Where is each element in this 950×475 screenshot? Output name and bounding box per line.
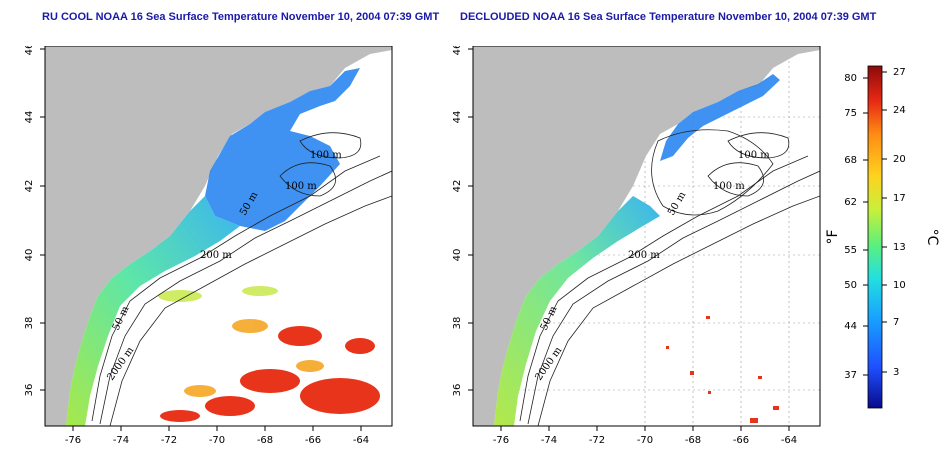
right-y-tick: 40: [452, 249, 463, 262]
right-y-tick: 36: [452, 384, 463, 397]
left-y-tick: 44: [24, 111, 35, 124]
colorbar-f-tick: 44: [844, 321, 857, 332]
left-gulf-of-maine-sst: [205, 68, 360, 231]
right-gulf-stream-sst: [666, 316, 779, 423]
right-x-tick: -64: [781, 435, 797, 446]
right-y-tick: 44: [452, 111, 463, 124]
right-plot-frame: [472, 45, 821, 427]
left-map-panel: 100 m 100 m 50 m 200 m 50 m 2000 m -76 -…: [0, 43, 400, 471]
left-y-tick: 42: [24, 180, 35, 193]
right-x-tick: -70: [637, 435, 653, 446]
left-x-tick: -66: [305, 435, 321, 446]
left-x-axis: -76 -74 -72 -70 -68 -66 -64: [65, 426, 369, 446]
left-plot-frame: [44, 45, 393, 427]
right-y-axis: 36 38 40 42 44 46: [452, 43, 473, 397]
colorbar-fahrenheit-unit: °F: [825, 229, 841, 244]
right-contour-label-200m: 200 m: [628, 250, 660, 261]
colorbar-f-tick: 50: [844, 280, 857, 291]
colorbar-f-tick: 68: [844, 155, 857, 166]
left-gulf-stream-sst: [160, 326, 380, 422]
colorbar-c-tick: 20: [893, 154, 906, 165]
left-y-tick: 46: [24, 46, 35, 55]
left-x-tick: -64: [353, 435, 369, 446]
right-y-tick: 38: [452, 317, 463, 330]
right-x-tick: -68: [685, 435, 701, 446]
right-shelf-sst: [494, 196, 660, 426]
left-x-tick: -76: [65, 435, 81, 446]
right-y-tick: 46: [452, 46, 463, 55]
left-depth-contours: [91, 132, 392, 426]
colorbar-celsius-unit: °C: [924, 229, 940, 246]
left-contour-label-200m: 200 m: [200, 250, 232, 261]
right-land-mass: [473, 46, 820, 426]
colorbar-c-tick: 13: [893, 242, 906, 253]
colorbar-c-tick: 3: [893, 367, 899, 378]
right-x-tick: -76: [493, 435, 509, 446]
right-contour-label-100m-b: 100 m: [713, 181, 745, 192]
left-x-tick: -72: [161, 435, 177, 446]
right-map-panel: 100 m 100 m 50 m 200 m 50 m 2000 m -76 -…: [428, 43, 828, 471]
left-y-tick: 38: [24, 317, 35, 330]
right-lat-lon-grid: [473, 46, 820, 426]
left-land-mass: [45, 46, 392, 426]
left-contour-label-100m-b: 100 m: [285, 181, 317, 192]
right-panel-title: DECLOUDED NOAA 16 Sea Surface Temperatur…: [460, 11, 877, 23]
colorbar: 80 75 68 62 55 50 44 37 27 24 20 17 13 1…: [825, 60, 945, 425]
right-x-tick: -74: [541, 435, 557, 446]
left-x-tick: -68: [257, 435, 273, 446]
colorbar-c-tick: 17: [893, 193, 906, 204]
left-y-tick: 40: [24, 249, 35, 262]
colorbar-c-tick: 24: [893, 105, 906, 116]
right-x-tick: -66: [733, 435, 749, 446]
colorbar-f-tick: 80: [844, 73, 857, 84]
colorbar-f-tick: 75: [844, 108, 857, 119]
colorbar-f-tick: 55: [844, 245, 857, 256]
right-contour-label-100m-a: 100 m: [738, 150, 770, 161]
left-y-tick: 36: [24, 384, 35, 397]
left-y-axis: 36 38 40 42 44 46: [24, 43, 45, 397]
colorbar-c-tick: 10: [893, 280, 906, 291]
colorbar-c-tick: 7: [893, 317, 899, 328]
left-x-tick: -70: [209, 435, 225, 446]
right-y-tick: 42: [452, 180, 463, 193]
left-x-tick: -74: [113, 435, 129, 446]
right-scotian-shelf-sst: [660, 74, 780, 161]
right-depth-contours: [519, 129, 820, 426]
colorbar-gradient: [867, 65, 883, 409]
right-x-axis: -76 -74 -72 -70 -68 -66 -64: [493, 426, 797, 446]
colorbar-c-tick: 27: [893, 67, 906, 78]
right-x-tick: -72: [589, 435, 605, 446]
colorbar-fahrenheit-ticks: 80 75 68 62 55 50 44 37: [844, 73, 868, 381]
colorbar-celsius-ticks: 27 24 20 17 13 10 7 3: [882, 67, 906, 378]
colorbar-f-tick: 37: [844, 370, 857, 381]
left-shelf-sst: [66, 196, 240, 426]
left-contour-label-100m-a: 100 m: [310, 150, 342, 161]
left-panel-title: RU COOL NOAA 16 Sea Surface Temperature …: [42, 11, 440, 23]
colorbar-f-tick: 62: [844, 197, 857, 208]
